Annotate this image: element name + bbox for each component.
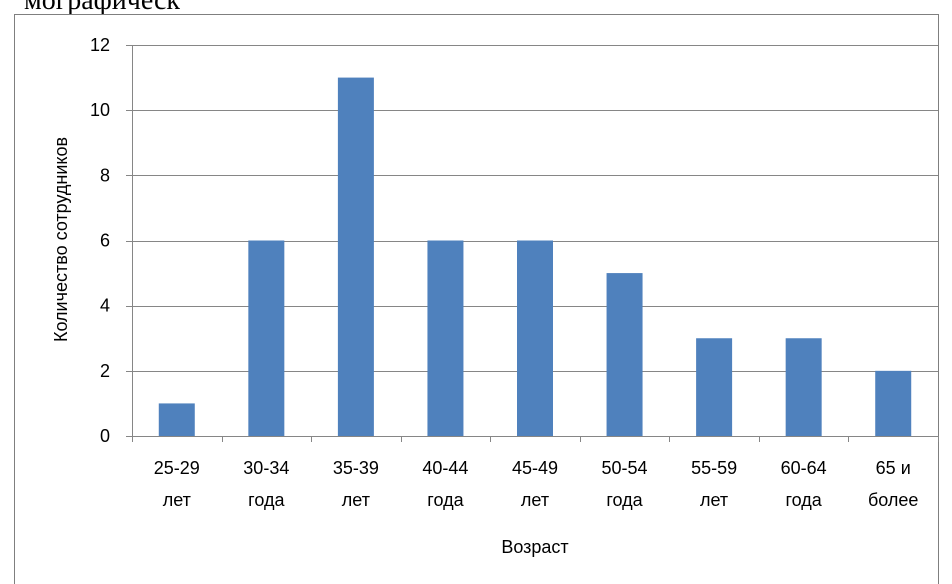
bar — [875, 370, 912, 436]
bars — [158, 77, 912, 436]
y-tick-label: 12 — [90, 35, 110, 55]
bar — [427, 240, 464, 436]
x-tick-label: года — [248, 490, 285, 510]
x-tick-label: 50-54 — [602, 458, 648, 478]
x-tick-label: лет — [521, 490, 549, 510]
clipped-header-text: мографическ — [24, 0, 180, 16]
x-tick-label: лет — [342, 490, 370, 510]
x-tick-label: года — [786, 490, 823, 510]
y-tick-labels: 0 2 4 6 8 10 12 — [90, 35, 110, 446]
x-tick-labels: 25-29 лет 30-34 года 35-39 лет 40-44 года 45-49 л… — [154, 458, 919, 510]
bar — [337, 77, 374, 436]
x-tick-label: 35-39 — [333, 458, 379, 478]
x-axis-title: Возраст — [501, 537, 568, 557]
y-tick-label: 10 — [90, 100, 110, 120]
x-tick-label: года — [606, 490, 643, 510]
y-tick-label: 6 — [100, 231, 110, 251]
x-tick-label: года — [427, 490, 464, 510]
bar — [785, 338, 822, 436]
bar — [248, 240, 285, 436]
bar — [517, 240, 553, 436]
x-tick-label: лет — [700, 490, 728, 510]
y-axis-title: Количество сотрудников — [51, 137, 71, 342]
bar — [158, 403, 195, 436]
x-tick-label: более — [868, 490, 918, 510]
y-tick-label: 8 — [100, 165, 110, 185]
y-tick-label: 2 — [100, 361, 110, 381]
x-tick-label: 25-29 — [154, 458, 200, 478]
bar — [606, 273, 643, 436]
axes — [126, 45, 939, 442]
x-tick-label: 40-44 — [422, 458, 468, 478]
x-tick-label: 45-49 — [512, 458, 558, 478]
y-tick-label: 4 — [100, 296, 110, 316]
x-tick-label: 30-34 — [243, 458, 289, 478]
chart-border — [14, 14, 939, 584]
x-tick-label: 65 и — [876, 458, 911, 478]
x-tick-label: лет — [163, 490, 191, 510]
x-tick-label: 60-64 — [781, 458, 827, 478]
x-tick-label: 55-59 — [691, 458, 737, 478]
y-tick-label: 0 — [100, 426, 110, 446]
bar — [696, 338, 733, 436]
